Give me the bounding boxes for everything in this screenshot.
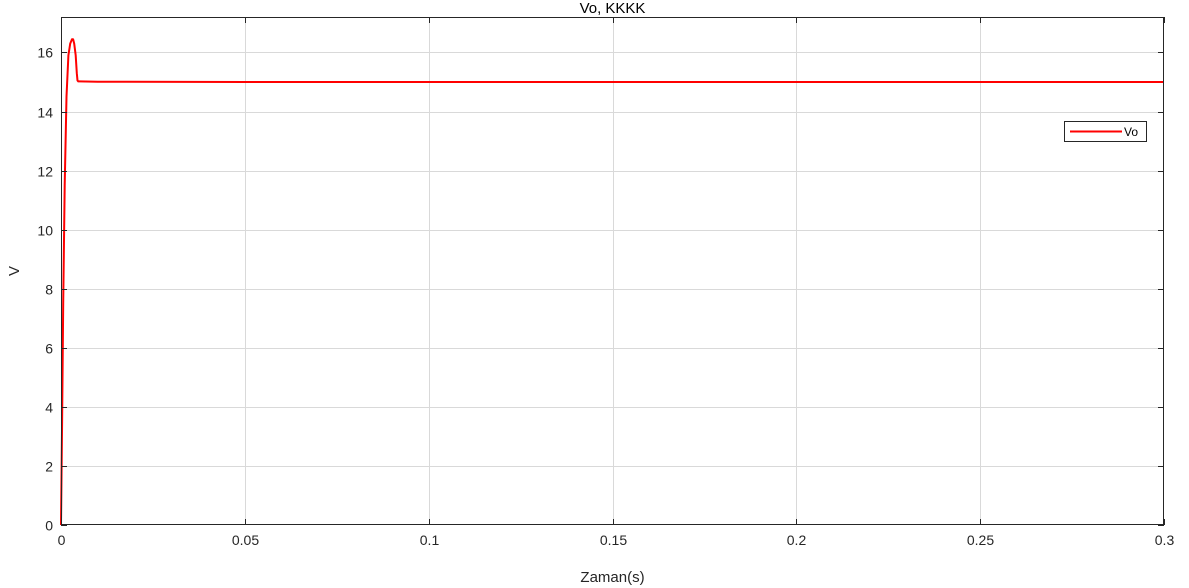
series-line-vo	[60, 38, 1164, 526]
plot-border	[61, 17, 1164, 525]
x-tick-label: 0.1	[420, 532, 440, 548]
y-tick-label: 12	[37, 164, 53, 180]
x-tick-label: 0.05	[232, 532, 259, 548]
y-tick-label: 2	[45, 459, 53, 475]
y-axis: 0 2 4 6 8 10 12 14 16	[37, 45, 1164, 534]
legend: Vo	[1064, 121, 1147, 142]
y-tick-label: 16	[37, 45, 53, 61]
y-tick-label: 0	[45, 518, 53, 534]
y-tick-label: 14	[37, 105, 53, 121]
plot-area	[61, 17, 1164, 525]
series-layer	[60, 38, 1164, 526]
y-tick-label: 10	[37, 223, 53, 239]
x-axis: 0 0.05 0.1 0.15 0.2 0.25 0.3	[58, 17, 1175, 548]
y-tick-label: 4	[45, 400, 53, 416]
x-tick-label: 0.3	[1155, 532, 1175, 548]
x-tick-label: 0.25	[967, 532, 994, 548]
y-axis-label: V	[6, 266, 23, 276]
legend-label-vo: Vo	[1124, 125, 1138, 139]
x-axis-label: Zaman(s)	[580, 569, 644, 586]
y-tick-label: 8	[45, 282, 53, 298]
chart-title: Vo, KKKK	[580, 0, 646, 17]
x-tick-label: 0.15	[600, 532, 627, 548]
x-tick-label: 0.2	[787, 532, 807, 548]
x-tick-label: 0	[58, 532, 66, 548]
y-tick-label: 6	[45, 341, 53, 357]
grid	[61, 17, 1164, 525]
